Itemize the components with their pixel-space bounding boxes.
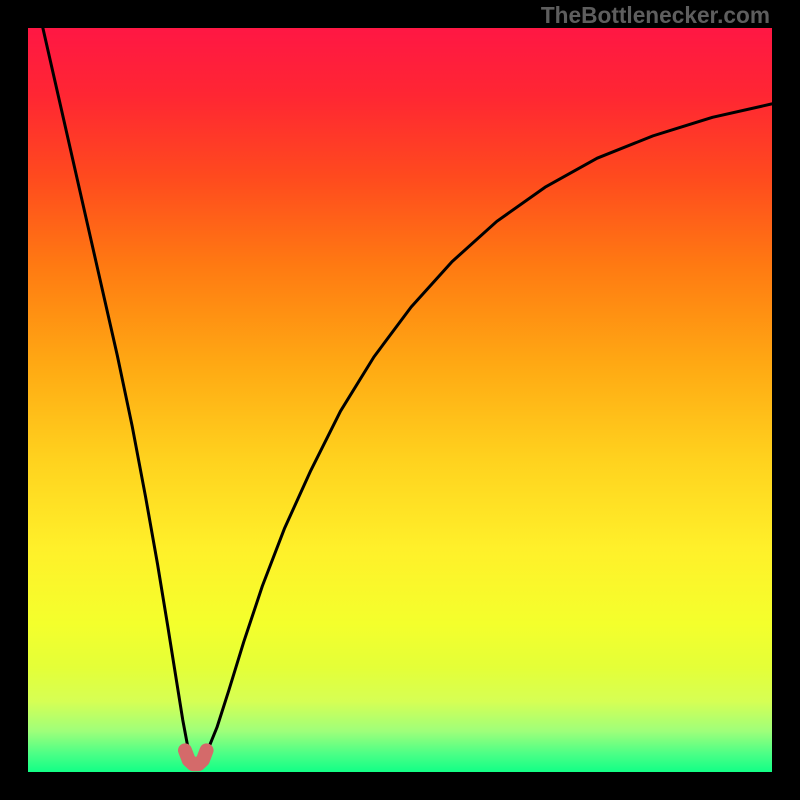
optimal-marker bbox=[185, 750, 207, 764]
chart-svg bbox=[28, 28, 772, 772]
bottleneck-curve bbox=[43, 28, 772, 762]
stage: TheBottlenecker.com bbox=[0, 0, 800, 800]
watermark-text: TheBottlenecker.com bbox=[541, 2, 770, 29]
plot-area bbox=[28, 28, 772, 772]
